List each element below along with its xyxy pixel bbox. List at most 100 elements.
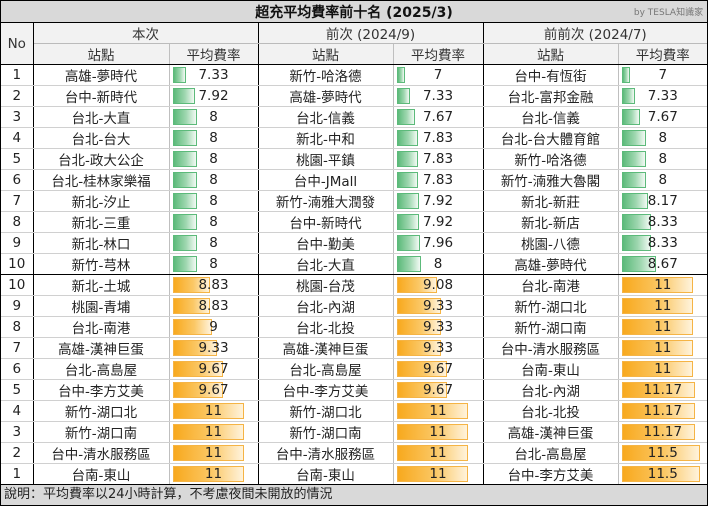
- station-name: 台北-信義: [258, 106, 394, 128]
- rank-number: 3: [1, 421, 34, 443]
- data-bar: [396, 403, 468, 419]
- rate-cell: 7.83: [393, 148, 484, 170]
- rate-cell: 8: [618, 169, 708, 191]
- rate-value: 8.17: [647, 193, 678, 209]
- station-name: 高雄-漢神巨蛋: [258, 337, 394, 359]
- rate-cell: 9.08: [393, 274, 484, 296]
- group-header-before-previous: 前前次 (2024/7): [483, 22, 708, 44]
- rate-header: 平均費率: [393, 43, 484, 65]
- station-name: 桃園-平鎮: [258, 148, 394, 170]
- data-bar: [621, 403, 695, 419]
- rate-value: 9.33: [422, 298, 454, 314]
- rate-value: 9.67: [422, 361, 454, 377]
- rate-cell: 8.17: [618, 190, 708, 212]
- no-header: No: [1, 22, 34, 65]
- rate-cell: 7: [618, 64, 708, 86]
- rank-number: 6: [1, 358, 34, 380]
- data-bar: [621, 361, 693, 377]
- station-name: 新竹-湖口北: [483, 295, 619, 317]
- data-bar: [621, 277, 693, 293]
- rate-value: 8.83: [198, 277, 229, 293]
- station-header: 站點: [33, 43, 170, 65]
- rate-cell: 8: [169, 211, 259, 233]
- rate-cell: 11: [618, 316, 708, 338]
- station-name: 高雄-漢神巨蛋: [483, 421, 619, 443]
- rate-value: 11.17: [643, 403, 683, 419]
- rate-cell: 11: [393, 400, 484, 422]
- rank-number: 5: [1, 148, 34, 170]
- data-bar: [621, 109, 640, 125]
- rate-cell: 7.67: [618, 106, 708, 128]
- rate-value: 9.33: [198, 340, 229, 356]
- rate-cell: 7.92: [393, 211, 484, 233]
- rate-cell: 11.5: [618, 442, 708, 464]
- data-bar: [396, 277, 437, 293]
- station-name: 新竹-湖口南: [33, 421, 170, 443]
- rate-value: 8.67: [647, 256, 678, 272]
- station-name: 新北-中和: [258, 127, 394, 149]
- rate-value: 8: [209, 214, 218, 230]
- station-name: 台中-有恆街: [483, 64, 619, 86]
- rate-cell: 11: [169, 463, 259, 485]
- rate-value: 7.33: [647, 88, 678, 104]
- station-name: 高雄-夢時代: [483, 253, 619, 275]
- rate-cell: 11: [169, 421, 259, 443]
- rate-value: 9.33: [422, 340, 454, 356]
- rate-value: 11: [654, 340, 672, 356]
- rate-cell: 11: [618, 274, 708, 296]
- data-bar: [396, 340, 441, 356]
- data-bar: [621, 214, 651, 230]
- rate-cell: 8: [169, 190, 259, 212]
- rank-number: 7: [1, 190, 34, 212]
- title-cell: 超充平均費率前十名 (2025/3) by TESLA知識家: [1, 1, 708, 23]
- data-bar: [621, 382, 695, 398]
- group-header-previous: 前次 (2024/9): [258, 22, 484, 44]
- station-name: 桃園-八德: [483, 232, 619, 254]
- station-name: 台中-李方艾美: [483, 463, 619, 485]
- table-row: 2 台中-清水服務區 11 台中-清水服務區 11 台北-高島屋 11.5: [1, 442, 708, 464]
- rate-value: 8: [209, 256, 218, 272]
- station-name: 台南-東山: [483, 358, 619, 380]
- station-name: 台中-勤美: [258, 232, 394, 254]
- data-bar: [621, 340, 693, 356]
- rate-cell: 7.33: [169, 64, 259, 86]
- station-name: 台南-東山: [258, 463, 394, 485]
- rate-value: 8: [658, 130, 668, 146]
- table-row: 6 台北-桂林家樂福 8 台中-JMall 7.83 新竹-湳雅大魯閣 8: [1, 169, 708, 191]
- data-bar: [396, 256, 421, 272]
- rate-cell: 8: [169, 253, 259, 275]
- rank-number: 4: [1, 400, 34, 422]
- station-name: 高雄-夢時代: [33, 64, 170, 86]
- station-name: 台北-高島屋: [483, 442, 619, 464]
- station-name: 台中-清水服務區: [258, 442, 394, 464]
- credit-text: by TESLA知識家: [633, 8, 704, 18]
- station-name: 台北-桂林家樂福: [33, 169, 170, 191]
- table-row: 2 台中-新時代 7.92 高雄-夢時代 7.33 台北-富邦金融 7.33: [1, 85, 708, 107]
- station-name: 台中-新時代: [33, 85, 170, 107]
- rate-cell: 7: [393, 64, 484, 86]
- rate-value: 11: [204, 424, 223, 440]
- table-row: 3 新竹-湖口南 11 新竹-湖口南 11 高雄-漢神巨蛋 11.17: [1, 421, 708, 443]
- data-bar: [396, 298, 441, 314]
- station-name: 新竹-湳雅大潤發: [258, 190, 394, 212]
- station-name: 台北-政大公企: [33, 148, 170, 170]
- rank-number: 2: [1, 442, 34, 464]
- rate-value: 7.92: [422, 193, 454, 209]
- rate-cell: 8.33: [618, 232, 708, 254]
- rate-cell: 8: [393, 253, 484, 275]
- station-name: 台北-信義: [483, 106, 619, 128]
- station-name: 台北-內湖: [483, 379, 619, 401]
- data-bar: [172, 130, 197, 146]
- rate-cell: 11: [169, 442, 259, 464]
- rate-cell: 11: [169, 400, 259, 422]
- table-row: 9 桃園-青埔 8.83 台北-內湖 9.33 新竹-湖口北 11: [1, 295, 708, 317]
- rate-value: 7.92: [422, 214, 454, 230]
- rank-number: 3: [1, 106, 34, 128]
- rank-number: 9: [1, 295, 34, 317]
- rate-cell: 7.92: [169, 85, 259, 107]
- rate-value: 11: [654, 298, 672, 314]
- data-bar: [172, 466, 244, 482]
- data-bar: [396, 67, 405, 83]
- station-name: 新北-新莊: [483, 190, 619, 212]
- station-name: 新竹-哈洛德: [258, 64, 394, 86]
